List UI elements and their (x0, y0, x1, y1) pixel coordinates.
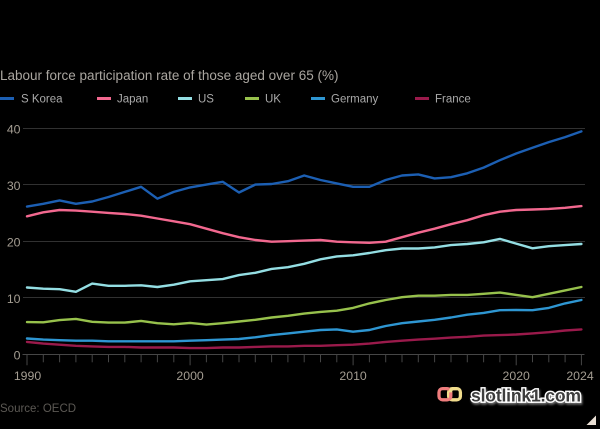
svg-text:Labour force participation rat: Labour force participation rate of those… (0, 68, 338, 83)
svg-text:2000: 2000 (176, 369, 204, 383)
svg-text:UK: UK (265, 94, 281, 106)
svg-text:S Korea: S Korea (21, 94, 63, 106)
svg-text:0: 0 (14, 348, 21, 362)
svg-text:France: France (435, 94, 471, 106)
svg-text:30: 30 (7, 179, 21, 193)
svg-text:10: 10 (7, 292, 21, 306)
svg-text:2024: 2024 (566, 369, 594, 383)
svg-text:1990: 1990 (14, 369, 42, 383)
svg-text:Japan: Japan (117, 94, 148, 106)
svg-text:US: US (198, 94, 214, 106)
svg-text:2020: 2020 (503, 369, 531, 383)
svg-text:2010: 2010 (339, 369, 367, 383)
svg-text:20: 20 (7, 235, 21, 249)
svg-text:slotlink1.com: slotlink1.com (471, 386, 581, 406)
svg-text:40: 40 (7, 122, 21, 136)
svg-text:Germany: Germany (331, 94, 379, 106)
svg-text:Source: OECD: Source: OECD (0, 403, 76, 415)
